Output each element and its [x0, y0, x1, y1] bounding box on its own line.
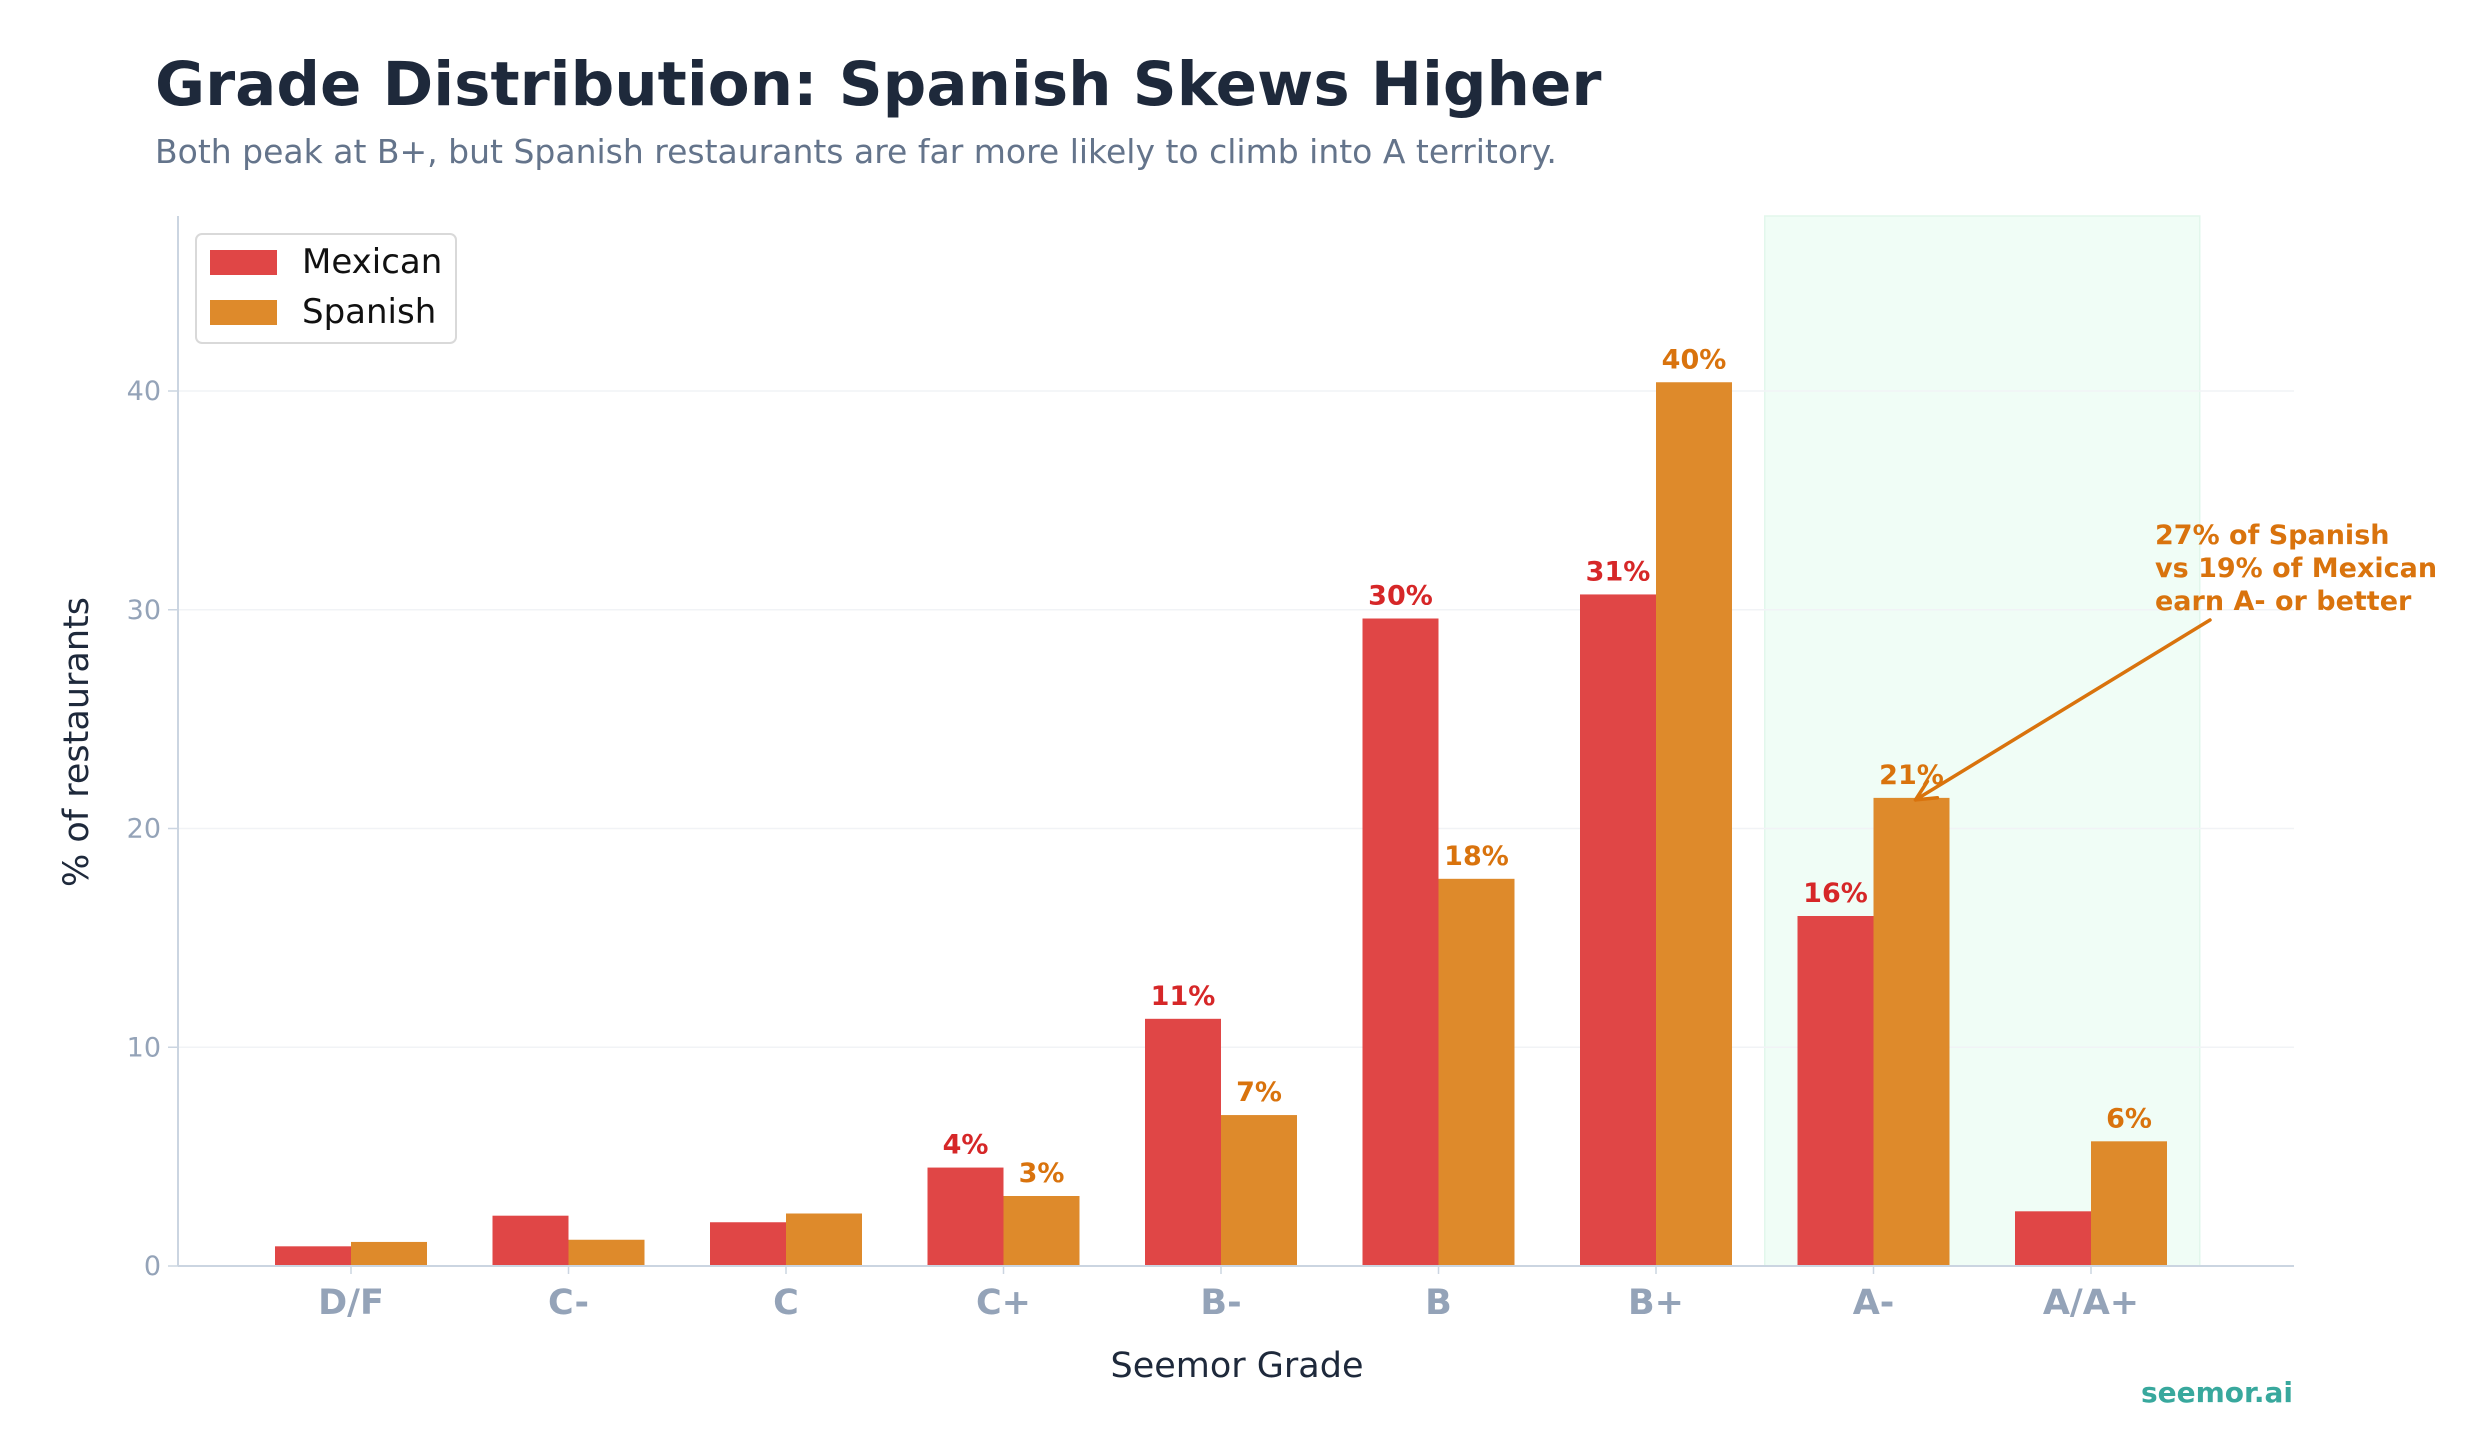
legend-label-mexican: Mexican	[302, 242, 442, 282]
x-tick-label-cminus: C-	[548, 1283, 589, 1323]
data-label-spanish-cplus: 3%	[1019, 1158, 1065, 1189]
data-label-mexican-cplus: 4%	[943, 1130, 989, 1161]
bar-spanish-cplus	[1003, 1196, 1080, 1266]
data-label-mexican-aminus: 16%	[1803, 878, 1868, 909]
x-tick-label-aminus: A-	[1853, 1283, 1895, 1323]
data-label-mexican-bplus: 31%	[1586, 556, 1651, 587]
y-tick-label-30: 30	[127, 595, 161, 626]
annotation-line-2: vs 19% of Mexican	[2155, 553, 2437, 584]
x-axis-label: Seemor Grade	[1110, 1346, 1363, 1386]
x-tick-label-d-f: D/F	[318, 1283, 384, 1323]
data-label-spanish-b: 18%	[1444, 841, 1509, 872]
chart-subtitle: Both peak at B+, but Spanish restaurants…	[155, 132, 1557, 171]
x-tick-label-cplus: C+	[976, 1283, 1031, 1323]
legend-label-spanish: Spanish	[302, 292, 436, 332]
y-tick-label-0: 0	[144, 1251, 161, 1282]
bar-spanish-d-f	[351, 1241, 427, 1266]
bar-mexican-aminus	[1797, 916, 1874, 1266]
chart-title: Grade Distribution: Spanish Skews Higher	[155, 49, 1601, 120]
bar-mexican-c	[710, 1222, 786, 1266]
annotation-line-3: earn A- or better	[2155, 586, 2412, 617]
legend-swatch-mexican	[210, 250, 277, 275]
legend-swatch-spanish	[210, 300, 277, 325]
data-label-spanish-bminus: 7%	[1236, 1077, 1282, 1108]
x-tick-label-c: C	[773, 1283, 799, 1323]
x-tick-label-b: B	[1425, 1283, 1452, 1323]
x-tick-label-a-aplus: A/A+	[2043, 1283, 2139, 1323]
y-tick-label-40: 40	[127, 376, 161, 407]
bar-spanish-a-aplus	[2091, 1141, 2167, 1266]
bar-spanish-bplus	[1656, 382, 1732, 1266]
annotation-arrow-head	[1913, 779, 1940, 802]
x-tick-label-bplus: B+	[1628, 1283, 1684, 1323]
bar-mexican-cminus	[492, 1215, 569, 1266]
bar-mexican-b	[1362, 618, 1439, 1266]
bar-spanish-c	[786, 1213, 862, 1266]
annotation-arrow-line	[1913, 618, 2212, 802]
bar-mexican-bplus	[1580, 594, 1656, 1266]
y-tick-label-20: 20	[127, 814, 161, 845]
legend: Mexican Spanish	[195, 233, 457, 344]
annotation-line-1: 27% of Spanish	[2155, 520, 2389, 551]
data-label-mexican-bminus: 11%	[1151, 981, 1216, 1012]
y-tick-label-10: 10	[127, 1032, 161, 1063]
data-label-mexican-b: 30%	[1368, 581, 1433, 612]
data-label-spanish-aminus: 21%	[1879, 760, 1944, 791]
bar-spanish-bminus	[1221, 1115, 1297, 1266]
bar-spanish-cminus	[568, 1239, 645, 1266]
data-label-spanish-bplus: 40%	[1662, 344, 1727, 375]
data-label-spanish-a-aplus: 6%	[2106, 1103, 2152, 1134]
bar-mexican-d-f	[275, 1246, 351, 1266]
bar-spanish-b	[1438, 878, 1515, 1266]
bar-mexican-bminus	[1145, 1018, 1221, 1266]
y-axis-label: % of restaurants	[57, 597, 97, 887]
watermark: seemor.ai	[2141, 1376, 2293, 1409]
x-tick-label-bminus: B-	[1200, 1283, 1241, 1323]
bar-spanish-aminus	[1873, 797, 1950, 1266]
bar-mexican-cplus	[927, 1167, 1004, 1266]
bar-mexican-a-aplus	[2015, 1211, 2091, 1266]
